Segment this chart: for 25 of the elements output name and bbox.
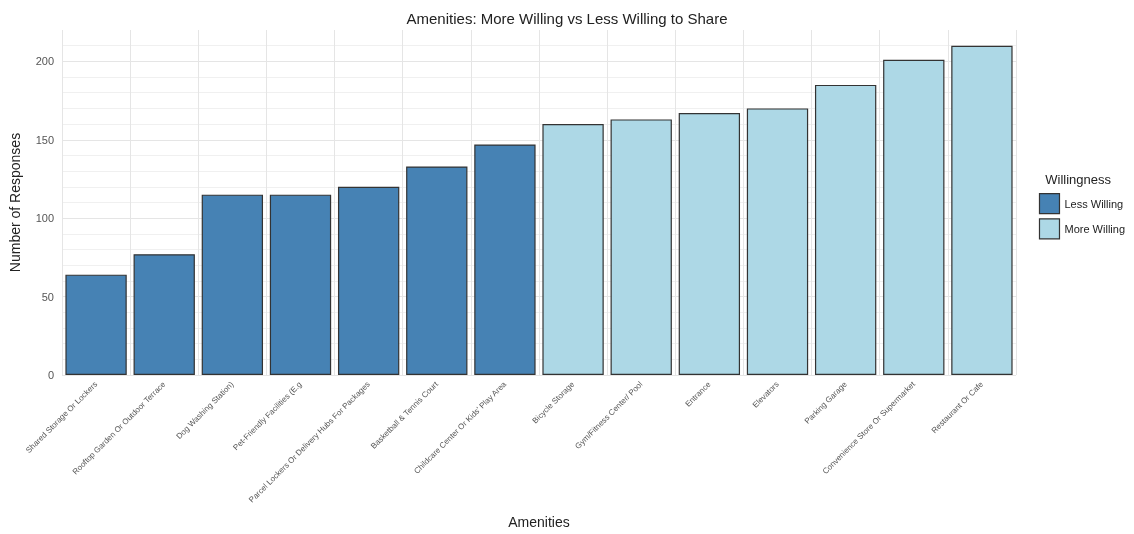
bar bbox=[65, 274, 127, 375]
bar bbox=[406, 166, 468, 375]
y-tick-label: 200 bbox=[35, 55, 54, 68]
bar bbox=[542, 124, 604, 375]
x-axis-title: Amenities bbox=[508, 514, 570, 530]
bar bbox=[610, 119, 672, 375]
bar bbox=[474, 144, 536, 375]
y-axis-title: Number of Responses bbox=[7, 132, 23, 273]
bar bbox=[883, 59, 945, 375]
y-tick-label: 100 bbox=[35, 212, 54, 225]
bar bbox=[814, 84, 877, 375]
y-tick-label: 50 bbox=[41, 290, 54, 303]
bar bbox=[201, 194, 264, 375]
bar bbox=[951, 45, 1013, 375]
y-tick-label: 0 bbox=[47, 369, 54, 381]
legend-label: More Willing bbox=[1064, 222, 1125, 235]
bar bbox=[337, 186, 400, 375]
bar bbox=[269, 194, 332, 375]
chart-title: Amenities: More Willing vs Less Willing to Share bbox=[406, 10, 728, 27]
y-tick-label: 150 bbox=[35, 133, 54, 146]
bar bbox=[746, 108, 809, 375]
legend-label: Less Willing bbox=[1064, 197, 1124, 210]
bar bbox=[678, 113, 741, 375]
bar bbox=[133, 254, 195, 375]
legend-title: Willingness bbox=[1045, 172, 1112, 187]
